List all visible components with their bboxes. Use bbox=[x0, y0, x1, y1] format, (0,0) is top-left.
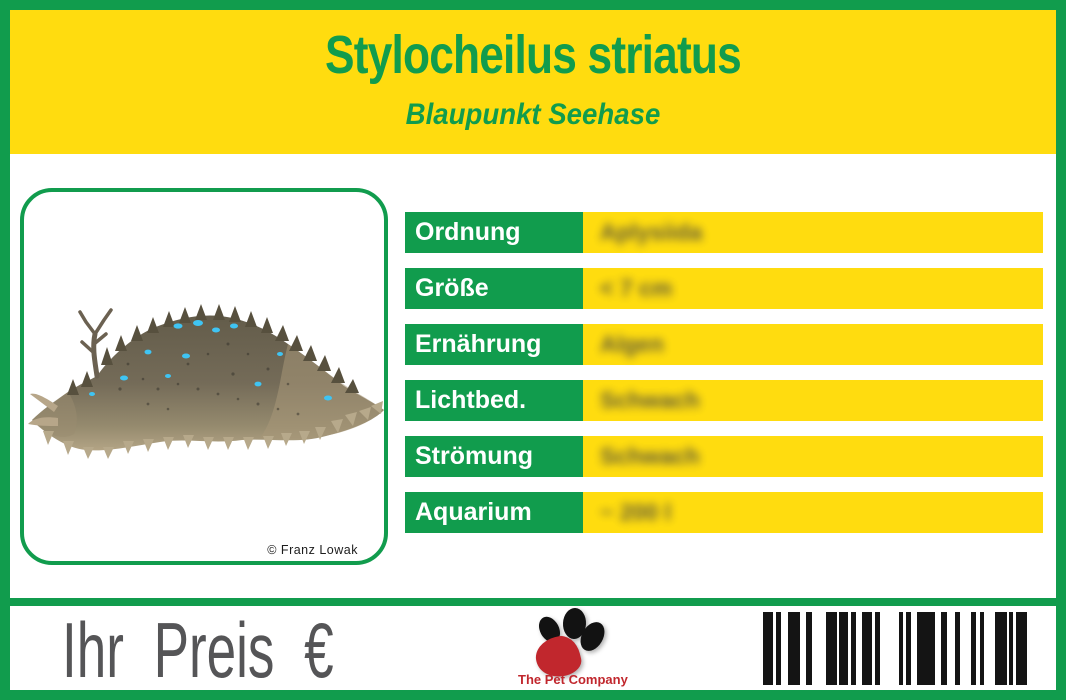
barcode-bar bbox=[763, 612, 773, 685]
barcode-bar bbox=[862, 612, 872, 685]
barcode-bar bbox=[955, 612, 960, 685]
row-value-text: ~ 200 l bbox=[600, 499, 671, 525]
barcode bbox=[763, 612, 1029, 685]
table-row: Lichtbed. Schwach bbox=[405, 380, 1043, 421]
row-value-text: Schwach bbox=[600, 443, 700, 469]
row-value-text: Schwach bbox=[600, 387, 700, 413]
barcode-bar bbox=[875, 612, 880, 685]
barcode-bar bbox=[1016, 612, 1027, 685]
row-value-text: Aplysiida bbox=[600, 219, 703, 245]
brand-name: The Pet Company bbox=[518, 672, 628, 687]
table-row: Größe < 7 cm bbox=[405, 268, 1043, 309]
row-value-text: Algen bbox=[600, 331, 664, 357]
row-label: Größe bbox=[405, 268, 583, 309]
barcode-bar bbox=[1009, 612, 1013, 685]
table-row: Aquarium ~ 200 l bbox=[405, 492, 1043, 533]
barcode-bar bbox=[906, 612, 911, 685]
row-label: Lichtbed. bbox=[405, 380, 583, 421]
row-value-text: < 7 cm bbox=[600, 275, 673, 301]
price-label: Ihr Preis € bbox=[62, 606, 334, 694]
row-value: Schwach bbox=[583, 436, 1043, 477]
row-value: < 7 cm bbox=[583, 268, 1043, 309]
table-row: Ordnung Aplysiida bbox=[405, 212, 1043, 253]
info-table: Ordnung Aplysiida Größe < 7 cm Ernährung… bbox=[405, 212, 1043, 548]
row-label: Strömung bbox=[405, 436, 583, 477]
row-value: ~ 200 l bbox=[583, 492, 1043, 533]
row-label: Ordnung bbox=[405, 212, 583, 253]
barcode-bar bbox=[941, 612, 947, 685]
common-name-subtitle: Blaupunkt Seehase bbox=[405, 98, 661, 131]
barcode-bar bbox=[776, 612, 781, 685]
pet-company-logo: The Pet Company bbox=[518, 606, 628, 690]
row-value: Algen bbox=[583, 324, 1043, 365]
header-banner: Stylocheilus striatus Blaupunkt Seehase bbox=[10, 10, 1056, 154]
sea-hare-photo bbox=[28, 304, 384, 459]
row-label: Ernährung bbox=[405, 324, 583, 365]
footer-divider bbox=[0, 598, 1066, 606]
barcode-bar bbox=[971, 612, 976, 685]
table-row: Ernährung Algen bbox=[405, 324, 1043, 365]
barcode-bar bbox=[995, 612, 1007, 685]
barcode-bar bbox=[917, 612, 935, 685]
footer: Ihr Preis € The Pet Company bbox=[10, 606, 1056, 690]
barcode-bar bbox=[806, 612, 812, 685]
photo-credit: © Franz Lowak bbox=[267, 543, 358, 557]
table-row: Strömung Schwach bbox=[405, 436, 1043, 477]
barcode-bar bbox=[788, 612, 800, 685]
row-value: Aplysiida bbox=[583, 212, 1043, 253]
barcode-bar bbox=[980, 612, 984, 685]
row-label: Aquarium bbox=[405, 492, 583, 533]
barcode-bar bbox=[899, 612, 903, 685]
species-title: Stylocheilus striatus bbox=[325, 25, 742, 85]
barcode-bar bbox=[851, 612, 856, 685]
photo-box: © Franz Lowak bbox=[20, 188, 388, 565]
barcode-bar bbox=[839, 612, 848, 685]
barcode-bar bbox=[826, 612, 837, 685]
row-value: Schwach bbox=[583, 380, 1043, 421]
